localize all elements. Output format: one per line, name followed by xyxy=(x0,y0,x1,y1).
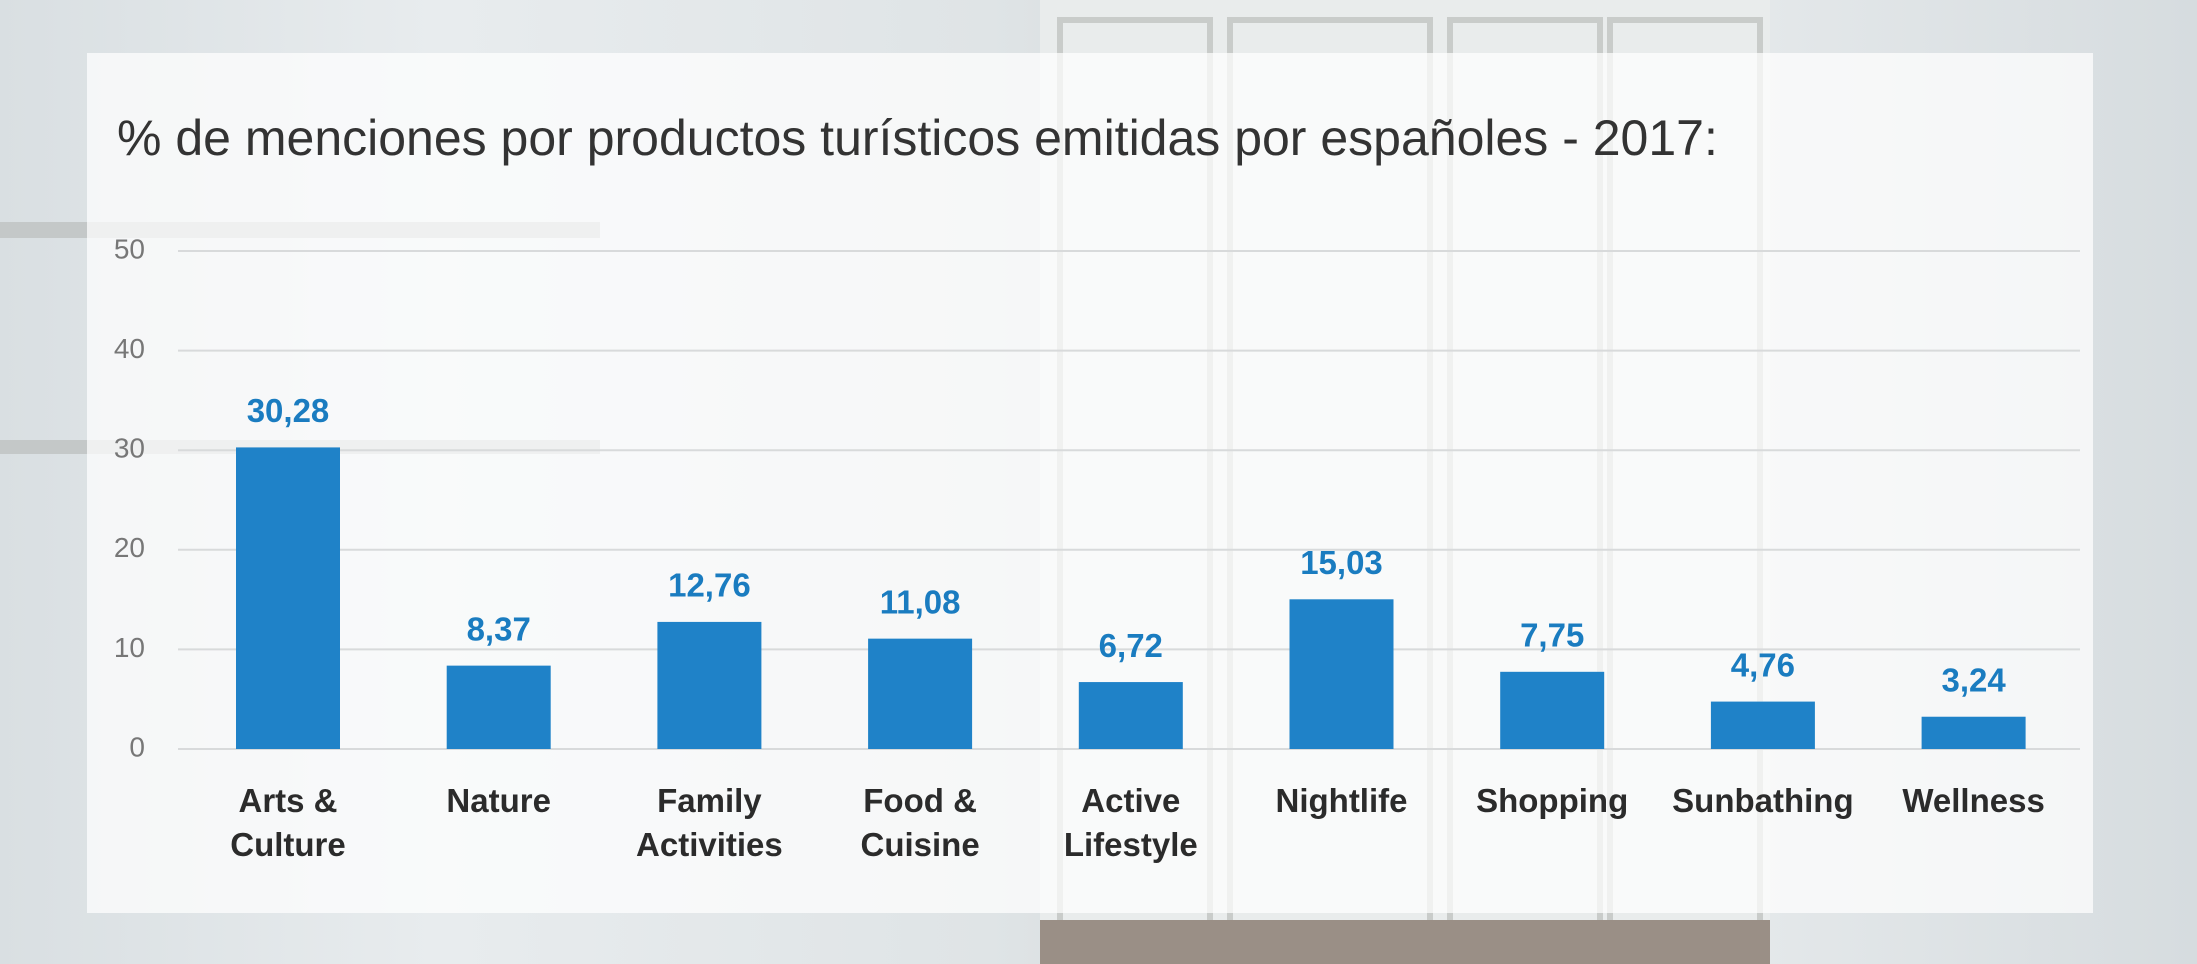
value-label: 12,76 xyxy=(668,567,751,604)
y-tick-label: 10 xyxy=(114,632,145,663)
chart-title: % de menciones por productos turísticos … xyxy=(117,110,1718,166)
value-label: 3,24 xyxy=(1941,661,2006,698)
bar xyxy=(236,447,340,749)
bar xyxy=(1500,671,1605,749)
x-tick-label: Nature xyxy=(446,782,551,819)
value-label: 7,75 xyxy=(1520,617,1584,654)
chart-card xyxy=(87,53,2093,913)
bar xyxy=(1289,599,1394,749)
y-tick-label: 30 xyxy=(114,433,145,464)
value-label: 6,72 xyxy=(1099,627,1163,664)
bar xyxy=(1710,701,1815,749)
y-tick-label: 0 xyxy=(129,731,145,762)
bar xyxy=(657,621,762,749)
bar xyxy=(446,665,551,749)
value-label: 15,03 xyxy=(1300,544,1383,581)
step xyxy=(1040,920,1770,964)
x-tick-label: Nightlife xyxy=(1275,782,1408,819)
bar xyxy=(1078,682,1183,749)
x-tick-label: Shopping xyxy=(1476,782,1629,819)
value-label: 4,76 xyxy=(1731,646,1795,683)
y-tick-label: 50 xyxy=(114,233,145,264)
value-label: 8,37 xyxy=(467,610,531,647)
x-tick-label: Arts & Culture xyxy=(230,782,346,863)
x-tick-label: Wellness xyxy=(1902,782,2045,819)
value-label: 30,28 xyxy=(247,392,330,429)
value-label: 11,08 xyxy=(880,583,961,620)
x-tick-label: Sunbathing xyxy=(1672,782,1854,819)
x-tick-label: Family Activities xyxy=(636,782,783,863)
bar xyxy=(868,638,973,749)
y-tick-label: 20 xyxy=(114,532,145,563)
x-tick-label: Food & Cuisine xyxy=(860,782,980,863)
y-tick-label: 40 xyxy=(114,333,145,364)
x-tick-label: Active Lifestyle xyxy=(1063,782,1198,863)
bar xyxy=(1921,716,2026,749)
